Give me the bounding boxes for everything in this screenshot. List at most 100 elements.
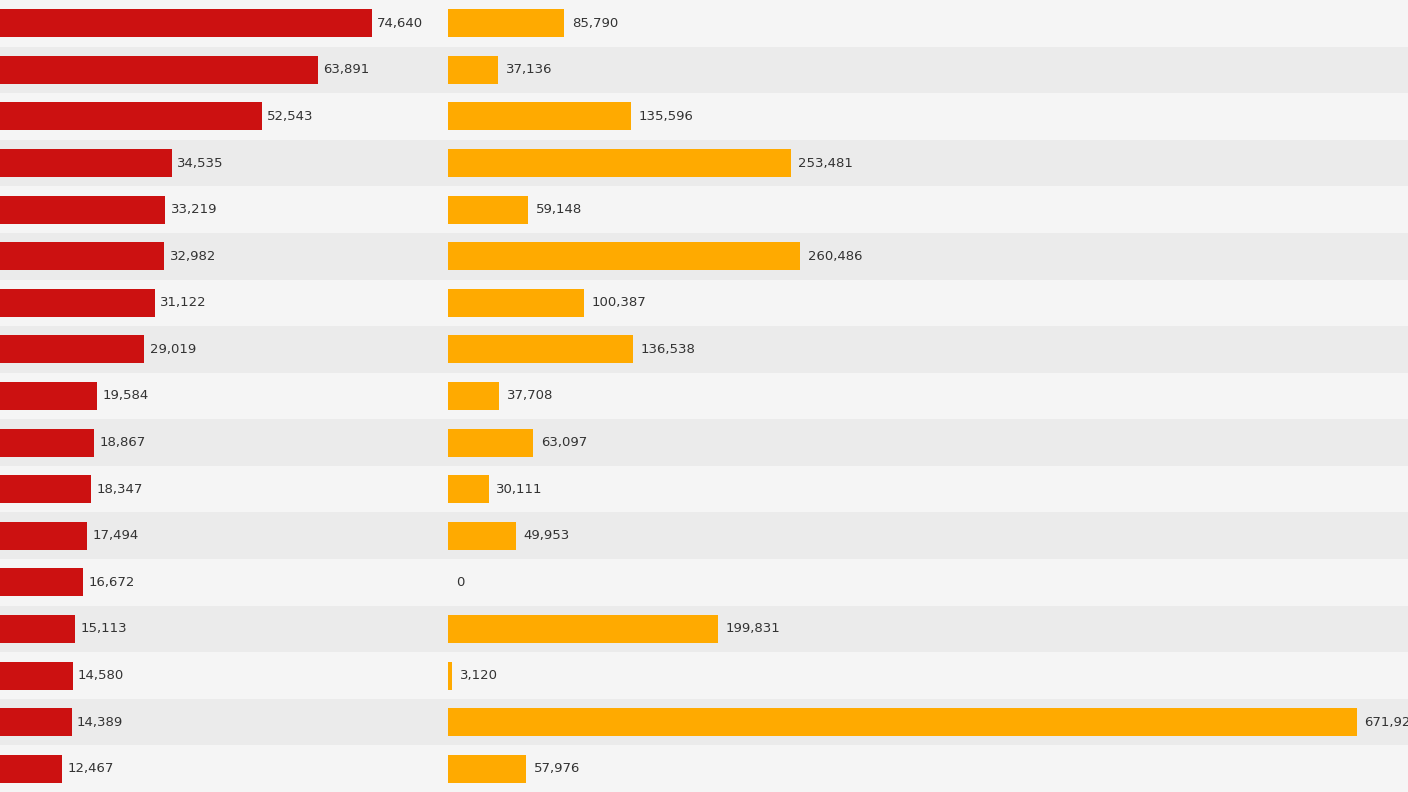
Text: 59,148: 59,148 xyxy=(535,203,582,216)
Text: 31,122: 31,122 xyxy=(161,296,207,310)
Bar xyxy=(0,661,73,690)
Bar xyxy=(448,373,1408,419)
Bar xyxy=(0,0,448,47)
Text: 37,136: 37,136 xyxy=(505,63,552,76)
Bar xyxy=(448,522,515,550)
Bar xyxy=(0,569,83,596)
Bar xyxy=(448,139,1408,186)
Text: 63,097: 63,097 xyxy=(541,436,587,449)
Bar xyxy=(0,326,448,373)
Bar xyxy=(448,196,528,223)
Text: 18,867: 18,867 xyxy=(100,436,145,449)
Bar xyxy=(0,419,448,466)
Text: 37,708: 37,708 xyxy=(507,390,553,402)
Bar xyxy=(448,242,800,270)
Bar xyxy=(448,280,1408,326)
Bar xyxy=(448,745,1408,792)
Bar xyxy=(448,186,1408,233)
Text: 100,387: 100,387 xyxy=(591,296,646,310)
Bar xyxy=(0,196,165,223)
Bar xyxy=(448,615,718,643)
Bar xyxy=(0,233,448,280)
Bar xyxy=(448,0,1408,47)
Bar xyxy=(448,653,1408,699)
Bar xyxy=(0,47,448,93)
Text: 49,953: 49,953 xyxy=(524,529,569,543)
Text: 260,486: 260,486 xyxy=(808,249,862,263)
Bar xyxy=(0,606,448,653)
Bar xyxy=(0,466,448,512)
Bar xyxy=(0,745,448,792)
Bar xyxy=(0,373,448,419)
Text: 14,389: 14,389 xyxy=(77,716,124,729)
Text: 12,467: 12,467 xyxy=(68,762,114,775)
Bar xyxy=(448,102,631,131)
Bar xyxy=(0,139,448,186)
Text: 32,982: 32,982 xyxy=(169,249,215,263)
Bar xyxy=(0,93,448,139)
Bar xyxy=(0,699,448,745)
Bar xyxy=(448,559,1408,606)
Text: 199,831: 199,831 xyxy=(727,623,780,635)
Text: 57,976: 57,976 xyxy=(534,762,580,775)
Bar xyxy=(0,522,87,550)
Bar xyxy=(448,466,1408,512)
Text: 30,111: 30,111 xyxy=(497,482,543,496)
Bar xyxy=(448,428,534,456)
Bar xyxy=(448,419,1408,466)
Text: 15,113: 15,113 xyxy=(80,623,127,635)
Text: 0: 0 xyxy=(456,576,465,589)
Bar xyxy=(448,661,452,690)
Text: 671,924: 671,924 xyxy=(1364,716,1408,729)
Bar xyxy=(0,755,62,782)
Bar xyxy=(0,428,94,456)
Text: 85,790: 85,790 xyxy=(572,17,618,30)
Text: 18,347: 18,347 xyxy=(97,482,144,496)
Text: 16,672: 16,672 xyxy=(89,576,135,589)
Bar xyxy=(448,10,565,37)
Text: 135,596: 135,596 xyxy=(639,110,694,123)
Bar xyxy=(448,149,791,177)
Text: 253,481: 253,481 xyxy=(798,157,853,169)
Bar xyxy=(0,280,448,326)
Bar xyxy=(0,559,448,606)
Bar xyxy=(0,149,172,177)
Text: 63,891: 63,891 xyxy=(324,63,370,76)
Text: 74,640: 74,640 xyxy=(377,17,422,30)
Bar xyxy=(0,102,262,131)
Bar xyxy=(448,755,527,782)
Text: 19,584: 19,584 xyxy=(103,390,149,402)
Bar xyxy=(0,186,448,233)
Bar xyxy=(0,336,145,364)
Bar xyxy=(448,708,1356,736)
Text: 29,019: 29,019 xyxy=(149,343,196,356)
Bar xyxy=(448,606,1408,653)
Bar xyxy=(448,336,632,364)
Bar xyxy=(448,47,1408,93)
Bar xyxy=(448,326,1408,373)
Bar xyxy=(0,653,448,699)
Bar xyxy=(0,56,318,84)
Text: 34,535: 34,535 xyxy=(177,157,224,169)
Bar xyxy=(448,93,1408,139)
Bar xyxy=(0,242,165,270)
Bar xyxy=(0,708,72,736)
Bar xyxy=(0,475,92,503)
Bar xyxy=(0,10,372,37)
Bar xyxy=(448,699,1408,745)
Text: 136,538: 136,538 xyxy=(641,343,696,356)
Text: 33,219: 33,219 xyxy=(170,203,217,216)
Text: 3,120: 3,120 xyxy=(460,669,498,682)
Bar xyxy=(448,289,584,317)
Bar xyxy=(448,56,498,84)
Text: 52,543: 52,543 xyxy=(268,110,314,123)
Bar xyxy=(448,382,498,410)
Bar xyxy=(448,475,489,503)
Bar xyxy=(0,615,75,643)
Text: 14,580: 14,580 xyxy=(77,669,124,682)
Bar xyxy=(0,512,448,559)
Bar xyxy=(0,382,97,410)
Text: 17,494: 17,494 xyxy=(93,529,139,543)
Bar xyxy=(448,512,1408,559)
Bar xyxy=(0,289,155,317)
